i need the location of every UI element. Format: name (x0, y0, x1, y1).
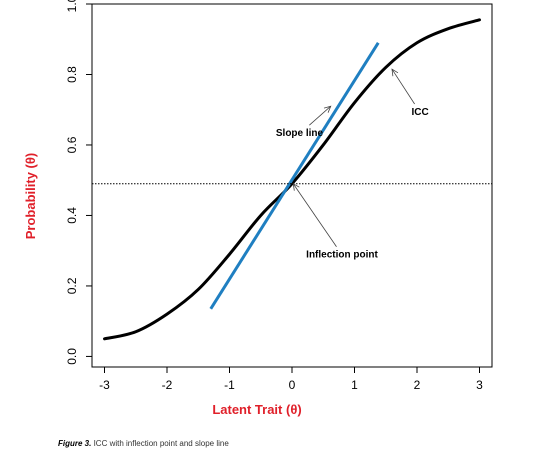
x-tick-label: 1 (351, 378, 358, 392)
slope-line (209, 41, 380, 310)
x-tick-label: -2 (162, 378, 173, 392)
y-tick-label: 0.0 (65, 348, 79, 365)
figure-caption: Figure 3. ICC with inflection point and … (58, 439, 229, 448)
y-tick-label: 0.6 (65, 136, 79, 153)
annotation-label: ICC (412, 107, 429, 118)
x-tick-label: 0 (289, 378, 296, 392)
annotation-arrowhead (391, 68, 399, 77)
annotation-arrowhead (292, 182, 300, 191)
annotation-arrow-line (309, 105, 332, 126)
y-tick-label: 0.2 (65, 277, 79, 294)
x-tick-label: -1 (224, 378, 235, 392)
caption-label: Figure 3. (58, 439, 92, 448)
y-tick-label: 1.0 (65, 0, 79, 12)
annotation-arrow-line (391, 68, 415, 105)
y-tick-label: 0.8 (65, 66, 79, 83)
annotation-label: Slope line (276, 128, 324, 139)
x-tick-label: -3 (99, 378, 110, 392)
x-axis-title: Latent Trait (θ) (212, 402, 301, 417)
x-tick-label: 2 (414, 378, 421, 392)
caption-text: ICC with inflection point and slope line (93, 439, 229, 448)
annotation-arrow-line (292, 183, 337, 247)
x-tick-label: 3 (476, 378, 483, 392)
annotation-arrowhead (323, 105, 332, 113)
y-tick-label: 0.4 (65, 207, 79, 224)
annotation-label: Inflection point (306, 250, 378, 261)
y-axis-title: Probability (θ) (23, 153, 38, 239)
icc-curve (103, 18, 481, 341)
